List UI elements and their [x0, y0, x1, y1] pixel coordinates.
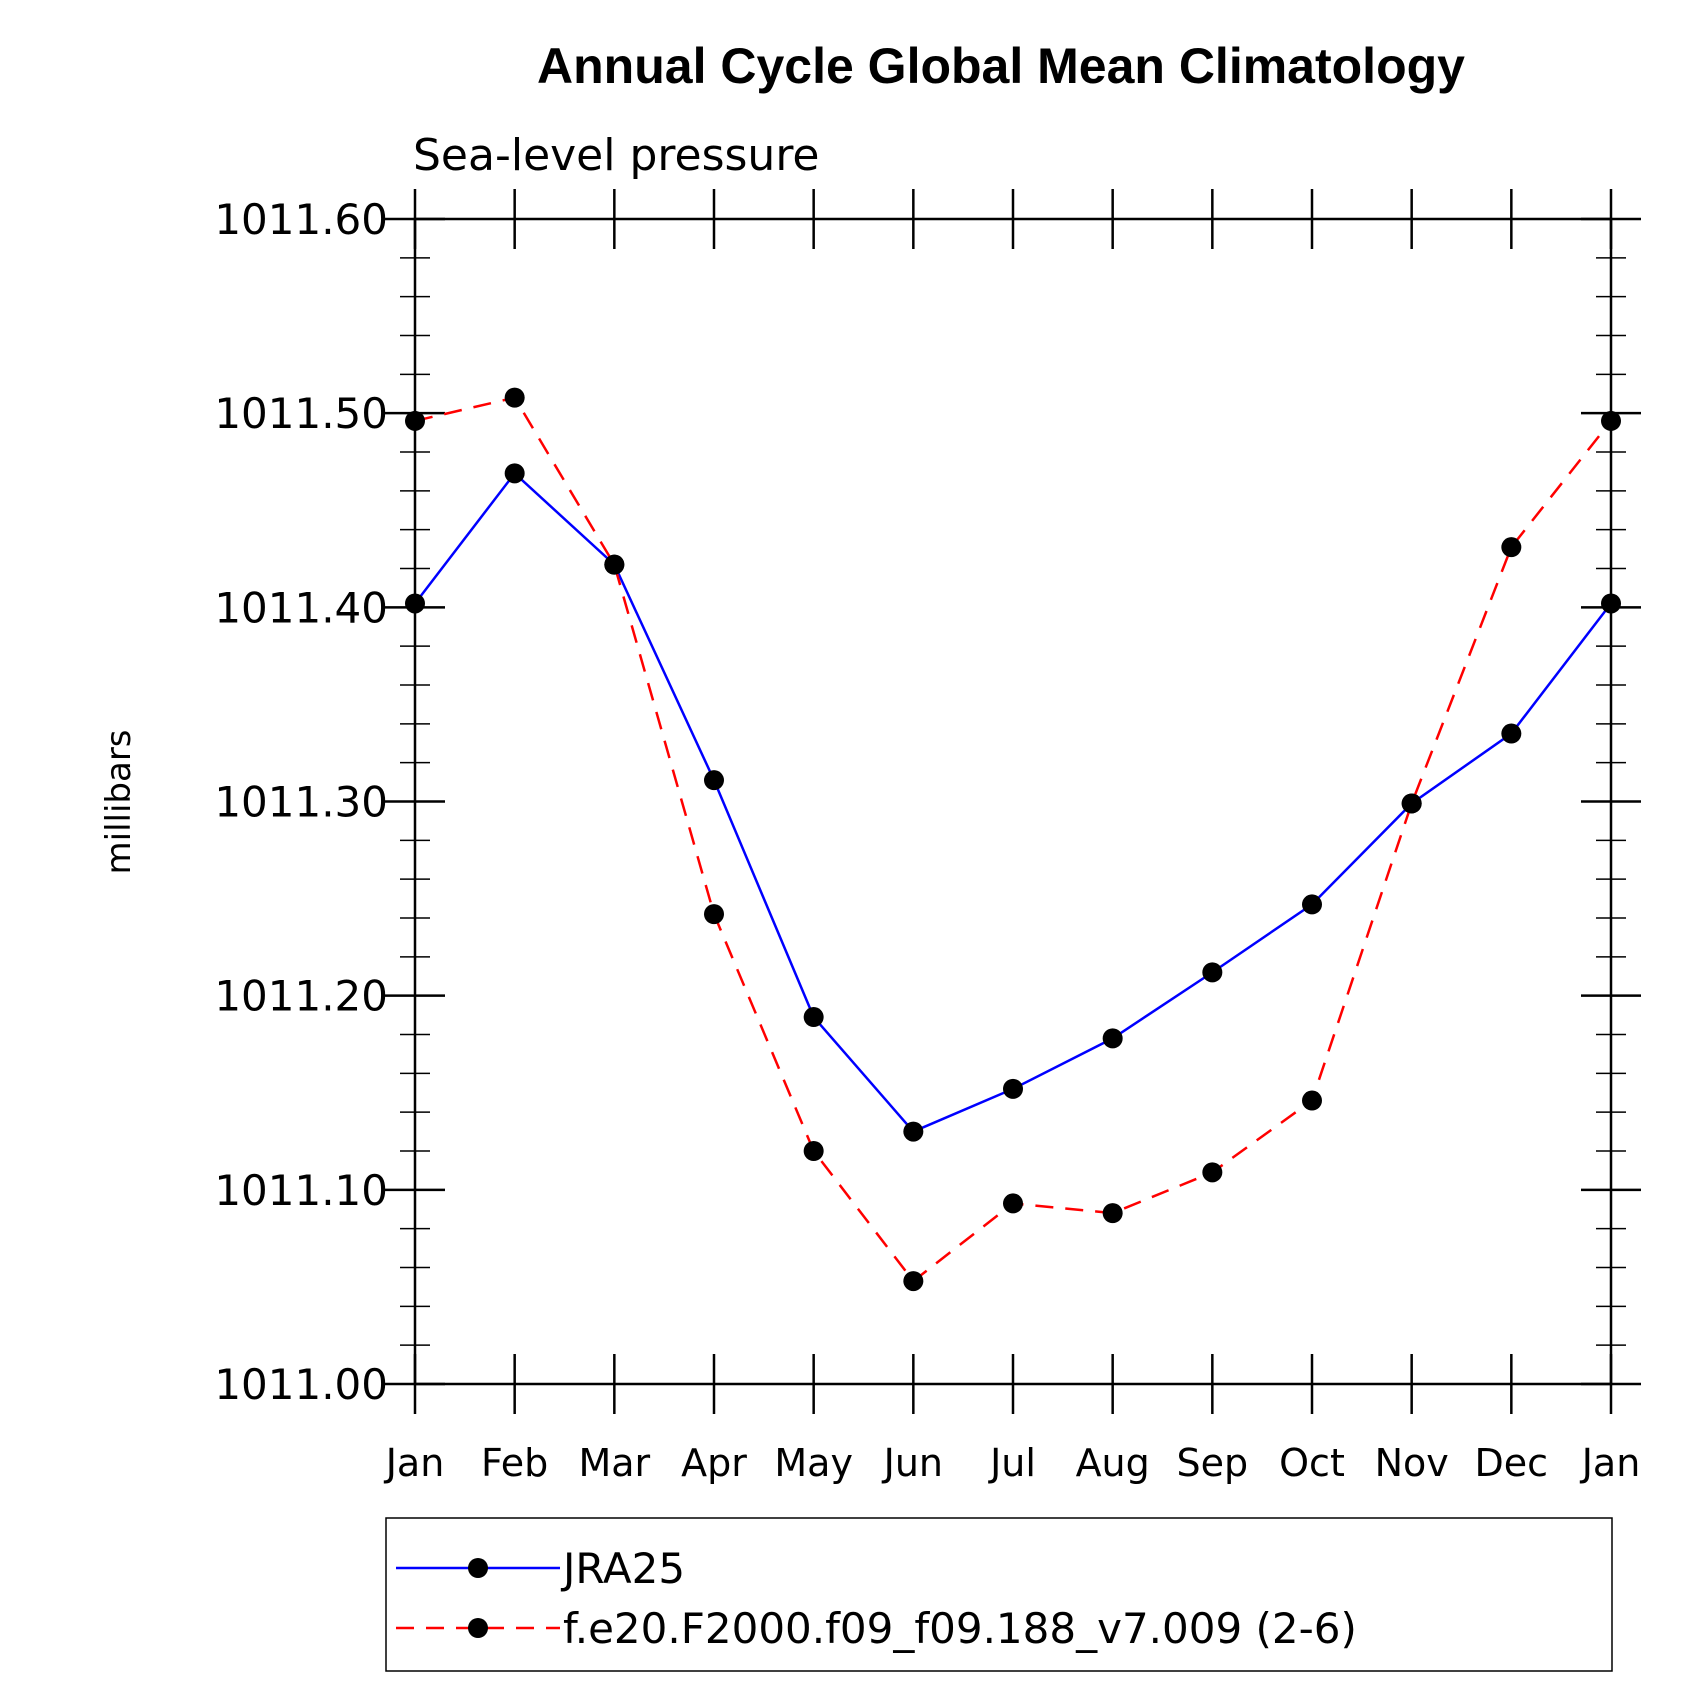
data-point [1501, 723, 1522, 744]
x-tick-label: Jul [988, 1441, 1036, 1485]
data-point [1003, 1193, 1023, 1214]
data-point [604, 554, 625, 575]
series-line [414, 471, 1612, 1134]
legend-label: JRA25 [560, 1544, 685, 1593]
x-tick-label: Dec [1475, 1441, 1549, 1485]
series-0 [405, 463, 1621, 1142]
x-tick-label: Jan [384, 1441, 445, 1485]
data-point [704, 904, 724, 925]
data-point [1302, 1090, 1322, 1111]
y-tick-label: 1011.40 [214, 583, 388, 632]
data-point [1202, 1162, 1223, 1183]
axis-ticks [385, 189, 1641, 1414]
data-point [504, 387, 525, 408]
chart-subtitle: Sea-level pressure [413, 130, 820, 181]
data-point [1601, 593, 1621, 614]
data-point [405, 593, 425, 614]
x-tick-label: Mar [578, 1441, 650, 1485]
x-tick-label: Apr [681, 1441, 747, 1485]
x-tick-label: Oct [1279, 1441, 1345, 1485]
x-tick-label: Jan [1580, 1441, 1641, 1485]
y-tick-label: 1011.20 [214, 972, 388, 1021]
chart-title: Annual Cycle Global Mean Climatology [537, 38, 1465, 94]
y-tick-label: 1011.60 [214, 195, 388, 244]
data-point [903, 1121, 924, 1142]
legend-marker [468, 1558, 488, 1578]
x-tick-label: Jun [882, 1441, 943, 1485]
x-tick-label: Nov [1375, 1441, 1449, 1485]
data-point [1102, 1028, 1123, 1049]
data-point [1202, 962, 1223, 983]
legend-entry-0: JRA25 [396, 1544, 685, 1593]
legend-entry-1: f.e20.F2000.f09_f09.188_v7.009 (2-6) [396, 1604, 1357, 1653]
y-axis-label: millibars [99, 729, 139, 874]
data-point [504, 463, 525, 484]
legend-label: f.e20.F2000.f09_f09.188_v7.009 (2-6) [563, 1604, 1357, 1653]
data-point [903, 1271, 924, 1292]
data-point [1003, 1078, 1023, 1099]
series-1 [405, 387, 1621, 1292]
data-point [1102, 1203, 1123, 1224]
data-point [405, 410, 425, 431]
y-tick-label: 1011.00 [214, 1360, 388, 1409]
y-tick-labels: 1011.00 1011.10 1011.20 1011.30 1011.40 1011.… [214, 195, 388, 1409]
x-tick-label: Feb [481, 1441, 548, 1485]
data-point [704, 770, 724, 791]
x-tick-label: May [774, 1441, 853, 1485]
x-tick-label: Aug [1076, 1441, 1150, 1485]
data-point [1401, 793, 1422, 814]
legend-marker [468, 1618, 488, 1638]
data-point [803, 1007, 824, 1028]
data-point [1601, 410, 1621, 431]
y-tick-label: 1011.10 [214, 1166, 388, 1215]
data-point [803, 1141, 824, 1161]
legend: JRA25 f.e20.F2000.f09_f09.188_v7.009 (2-6… [385, 1517, 1613, 1672]
x-tick-label: Sep [1177, 1441, 1249, 1485]
series-layer [405, 387, 1621, 1292]
y-tick-label: 1011.50 [214, 389, 388, 438]
x-tick-labels: Jan Feb Mar Apr May Jun Jul Aug Sep Oct Nov Dec Jan [384, 1441, 1641, 1485]
data-point [1501, 537, 1522, 558]
legend-box [385, 1517, 1613, 1672]
series-line [414, 396, 1612, 1283]
data-point [1302, 894, 1322, 915]
y-tick-label: 1011.30 [214, 778, 388, 827]
